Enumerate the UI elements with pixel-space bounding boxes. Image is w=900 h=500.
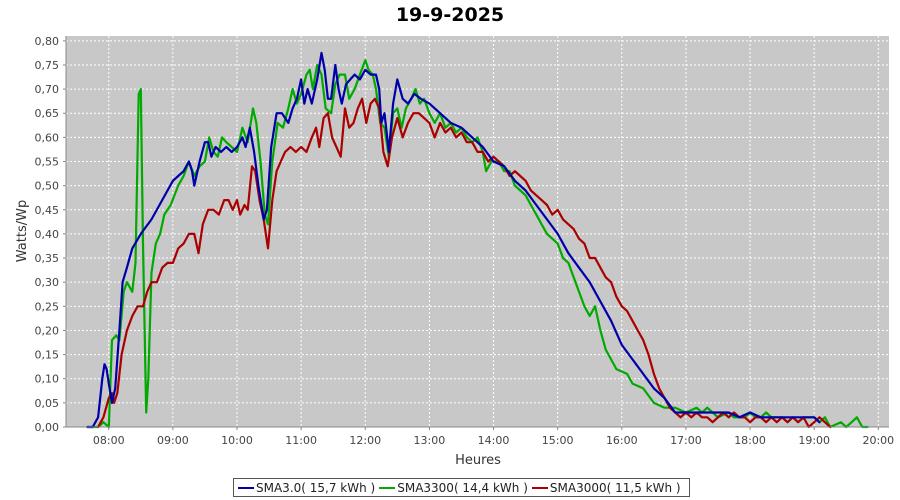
chart-title: 19-9-2025	[396, 4, 504, 26]
legend-item: SMA3000( 11,5 kWh )	[531, 480, 681, 495]
legend-label: SMA3.0( 15,7 kWh )	[256, 480, 376, 495]
y-tick-label: 0,80	[35, 35, 60, 48]
grid-lines	[66, 36, 889, 428]
legend-swatch	[531, 486, 548, 489]
x-tick-label: 08:00	[93, 434, 125, 447]
x-tick-label: 20:00	[862, 434, 894, 447]
legend-item: SMA3.0( 15,7 kWh )	[238, 481, 375, 495]
legend-label: SMA3000( 11,5 kWh )	[549, 480, 681, 495]
legend-swatch	[238, 486, 254, 489]
chart-legend: SMA3.0( 15,7 kWh ) SMA3300( 14,4 kWh ) SMA…	[233, 478, 690, 497]
y-tick-label: 0,75	[35, 59, 60, 72]
x-axis-label: Heures	[455, 453, 501, 468]
x-tick-label: 11:00	[285, 434, 317, 447]
x-tick-label: 15:00	[542, 434, 574, 447]
x-tick-label: 18:00	[734, 434, 766, 447]
y-tick-label: 0,00	[35, 421, 60, 434]
y-tick-label: 0,45	[35, 204, 60, 217]
x-tick-label: 16:00	[606, 434, 638, 447]
series-line-2	[97, 97, 832, 429]
y-axis-ticks: 0,00 0,05 0,10 0,15 0,20 0,25 0,30 0,35 0,40 0,45…	[35, 35, 66, 434]
series-layer	[86, 51, 869, 429]
legend-label: SMA3300( 14,4 kWh )	[397, 480, 528, 495]
y-tick-label: 0,30	[35, 276, 60, 289]
x-tick-label: 13:00	[414, 434, 446, 447]
x-tick-label: 09:00	[157, 434, 189, 447]
x-tick-label: 19:00	[798, 434, 830, 447]
legend-item: SMA3300( 14,4 kWh )	[379, 481, 528, 495]
y-tick-label: 0,35	[35, 252, 60, 265]
y-tick-label: 0,25	[35, 300, 60, 313]
x-tick-label: 12:00	[349, 434, 381, 447]
y-tick-label: 0,55	[35, 156, 60, 169]
x-tick-label: 10:00	[221, 434, 253, 447]
x-axis-ticks: 08:00 09:00 10:00 11:00 12:00 13:00 14:00 15:00…	[93, 427, 894, 447]
y-tick-label: 0,65	[35, 107, 60, 120]
y-tick-label: 0,70	[35, 83, 60, 96]
y-tick-label: 0,10	[35, 373, 60, 386]
series-line-0	[86, 51, 821, 429]
y-tick-label: 0,40	[35, 228, 60, 241]
y-tick-label: 0,05	[35, 397, 60, 410]
y-tick-label: 0,50	[35, 180, 60, 193]
x-tick-label: 17:00	[670, 434, 702, 447]
y-axis-label: Watts/Wp	[15, 200, 30, 262]
y-tick-label: 0,15	[35, 349, 60, 362]
x-tick-label: 14:00	[478, 434, 510, 447]
legend-swatch	[379, 486, 396, 489]
y-tick-label: 0,20	[35, 324, 60, 337]
plot-area	[66, 36, 889, 427]
y-tick-label: 0,60	[35, 131, 60, 144]
